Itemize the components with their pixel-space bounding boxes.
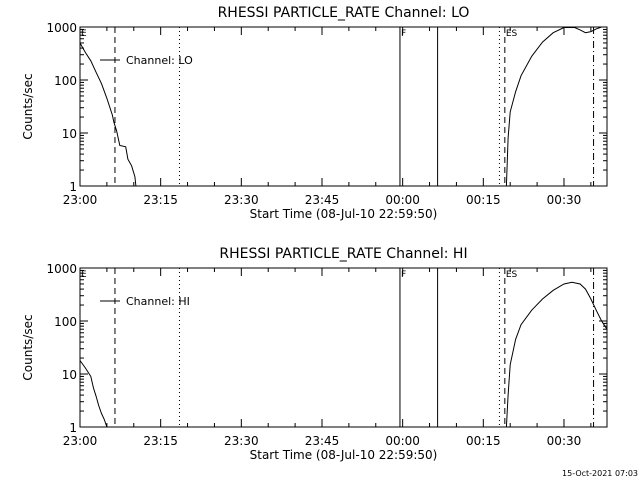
x-tick-label: 00:30 (547, 193, 582, 207)
footer-timestamp: 15-Oct-2021 07:03 (562, 469, 638, 478)
x-axis-label: Start Time (08-Jul-10 22:59:50) (250, 448, 438, 462)
plot-frame (79, 26, 608, 187)
event-marker-label: ES (506, 29, 518, 39)
y-tick-label: 1 (69, 180, 77, 194)
hi-channel-plot: RHESSI PARTICLE_RATE Channel: HI Counts/s… (21, 246, 608, 462)
y-axis-label: Counts/sec (21, 314, 35, 380)
y-axis-label: Counts/sec (21, 73, 35, 139)
y-tick-label: 100 (54, 74, 77, 88)
x-tick-label: 23:00 (63, 193, 98, 207)
x-tick-label: 00:30 (547, 434, 582, 448)
x-tick-label: 00:00 (385, 434, 420, 448)
x-tick-label: 00:00 (385, 193, 420, 207)
y-tick-label: 1000 (46, 262, 77, 276)
event-marker-label: E (81, 270, 87, 280)
x-tick-label: 23:15 (143, 434, 178, 448)
legend-label: Channel: HI (126, 295, 190, 308)
y-tick-label: 10 (62, 127, 77, 141)
series-line (79, 360, 108, 428)
chart-title: RHESSI PARTICLE_RATE Channel: HI (219, 246, 467, 262)
x-tick-label: 23:45 (305, 434, 340, 448)
x-tick-label: 23:45 (305, 193, 340, 207)
series-line (505, 26, 602, 187)
event-marker-label: F (401, 29, 406, 39)
x-tick-label: 00:15 (466, 434, 501, 448)
x-tick-label: 23:15 (143, 193, 178, 207)
series-line (505, 281, 608, 428)
x-tick-label: 00:15 (466, 193, 501, 207)
lo-channel-plot: RHESSI PARTICLE_RATE Channel: LO Counts/s… (21, 5, 608, 221)
event-marker-label: E (81, 29, 87, 39)
x-axis-label: Start Time (08-Jul-10 22:59:50) (250, 207, 438, 221)
y-tick-label: 100 (54, 315, 77, 329)
x-tick-label: 23:00 (63, 434, 98, 448)
event-marker-label: ES (506, 270, 518, 280)
series-line (79, 42, 137, 187)
y-tick-label: 10 (62, 368, 77, 382)
chart-title: RHESSI PARTICLE_RATE Channel: LO (218, 5, 470, 21)
event-marker-label: F (401, 270, 406, 280)
x-tick-label: 23:30 (224, 434, 259, 448)
legend-label: Channel: LO (126, 54, 193, 67)
plot-frame (79, 267, 608, 428)
y-tick-label: 1 (69, 421, 77, 435)
y-tick-label: 1000 (46, 21, 77, 35)
x-tick-label: 23:30 (224, 193, 259, 207)
